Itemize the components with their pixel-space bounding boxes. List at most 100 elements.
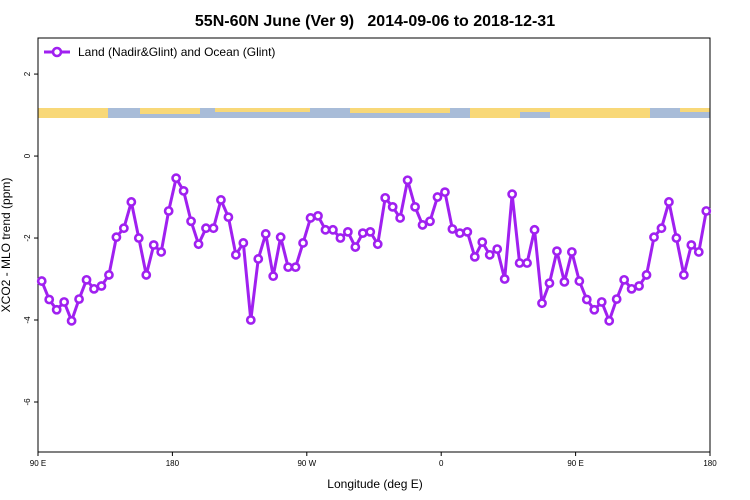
data-point (380, 192, 391, 203)
data-point (686, 240, 697, 250)
data-point (201, 223, 211, 234)
y-tick-label: 0 (23, 153, 32, 158)
data-point (305, 213, 316, 223)
data-point (365, 226, 376, 237)
data-point (395, 213, 406, 223)
data-point (44, 294, 55, 305)
data-point (36, 276, 47, 286)
data-point (51, 304, 62, 315)
data-point (74, 294, 84, 305)
land-ocean-strip (38, 108, 710, 118)
data-point (178, 185, 189, 196)
data-point (104, 270, 114, 280)
data-point (544, 278, 555, 289)
data-point (559, 276, 570, 287)
data-point (447, 224, 458, 234)
data-point (96, 281, 107, 291)
data-point (141, 270, 152, 280)
data-point (678, 270, 689, 280)
data-point (357, 228, 368, 239)
data-point (298, 238, 308, 248)
data-point (171, 173, 182, 184)
data-point (328, 224, 338, 235)
data-point (59, 297, 70, 307)
x-tick-label: 180 (166, 459, 180, 468)
data-point (111, 232, 122, 243)
x-tick-label: 90 E (30, 459, 46, 468)
data-point (350, 242, 361, 252)
x-tick-label: 180 (703, 459, 717, 468)
data-point (193, 239, 204, 250)
y-tick-label: 2 (23, 71, 32, 76)
data-point (275, 232, 286, 243)
data-point (335, 233, 346, 243)
data-point (641, 270, 652, 280)
data-line (40, 174, 708, 326)
data-point (238, 238, 249, 248)
data-point (664, 197, 674, 207)
data-point (432, 192, 443, 202)
data-point (477, 237, 488, 248)
data-point (253, 254, 264, 264)
data-point (148, 240, 159, 250)
data-point (66, 315, 77, 326)
data-point (462, 226, 473, 237)
chart-title: 55N-60N June (Ver 9) 2014-09-06 to 2018-… (195, 13, 555, 30)
y-tick-label: -2 (23, 234, 32, 242)
y-axis-label: XCO2 - MLO trend (ppm) (0, 178, 13, 313)
data-point (596, 297, 607, 307)
data-point (611, 294, 622, 305)
data-point (372, 239, 383, 250)
data-point (230, 249, 241, 260)
data-point (320, 224, 331, 235)
data-point (469, 251, 480, 262)
data-point (671, 233, 682, 243)
data-point (484, 249, 495, 260)
data-point (626, 283, 637, 294)
data-point (499, 274, 510, 284)
data-point (283, 262, 294, 273)
data-point (387, 201, 398, 212)
data-point (186, 216, 196, 227)
data-point (133, 233, 144, 243)
data-point (118, 223, 129, 234)
x-tick-label: 90 E (567, 459, 583, 468)
data-point (604, 315, 615, 326)
data-point (156, 247, 167, 257)
data-point (208, 223, 219, 234)
x-tick-label: 0 (439, 459, 444, 468)
data-point (454, 228, 465, 239)
data-point (552, 246, 562, 257)
data-point (81, 274, 92, 285)
data-point (634, 281, 644, 291)
data-point (440, 187, 450, 198)
data-point (656, 223, 667, 234)
x-axis-label: Longitude (deg E) (327, 477, 422, 491)
data-point (514, 258, 525, 268)
data-point (245, 315, 256, 325)
data-point (537, 298, 547, 309)
data-point (216, 195, 226, 205)
data-point (260, 229, 271, 239)
legend-label: Land (Nadir&Glint) and Ocean (Glint) (78, 45, 275, 59)
data-point (126, 197, 137, 207)
data-point (492, 244, 503, 254)
y-tick-label: -4 (23, 316, 32, 324)
data-point (223, 212, 234, 223)
data-point (89, 283, 99, 294)
data-point (522, 258, 532, 268)
data-point (566, 247, 577, 257)
x-tick-label: 90 W (297, 459, 316, 468)
data-point (619, 274, 630, 285)
data-point (693, 247, 704, 257)
data-point (507, 189, 518, 200)
data-point (649, 232, 659, 243)
data-point (290, 262, 301, 273)
data-point (163, 206, 174, 216)
plot-frame (37, 37, 711, 453)
y-tick-label: -6 (23, 398, 32, 406)
data-point (417, 220, 428, 230)
data-point (342, 226, 353, 237)
data-point (402, 175, 413, 186)
